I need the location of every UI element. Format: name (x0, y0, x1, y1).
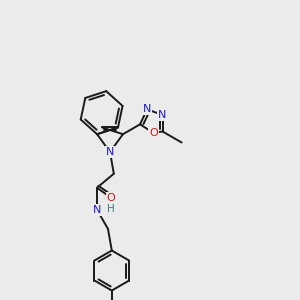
Text: N: N (106, 147, 114, 157)
Text: O: O (149, 128, 158, 138)
Text: N: N (158, 110, 167, 120)
Text: O: O (107, 193, 116, 203)
Text: N: N (143, 104, 151, 114)
Text: N: N (93, 205, 101, 215)
Text: H: H (107, 204, 115, 214)
